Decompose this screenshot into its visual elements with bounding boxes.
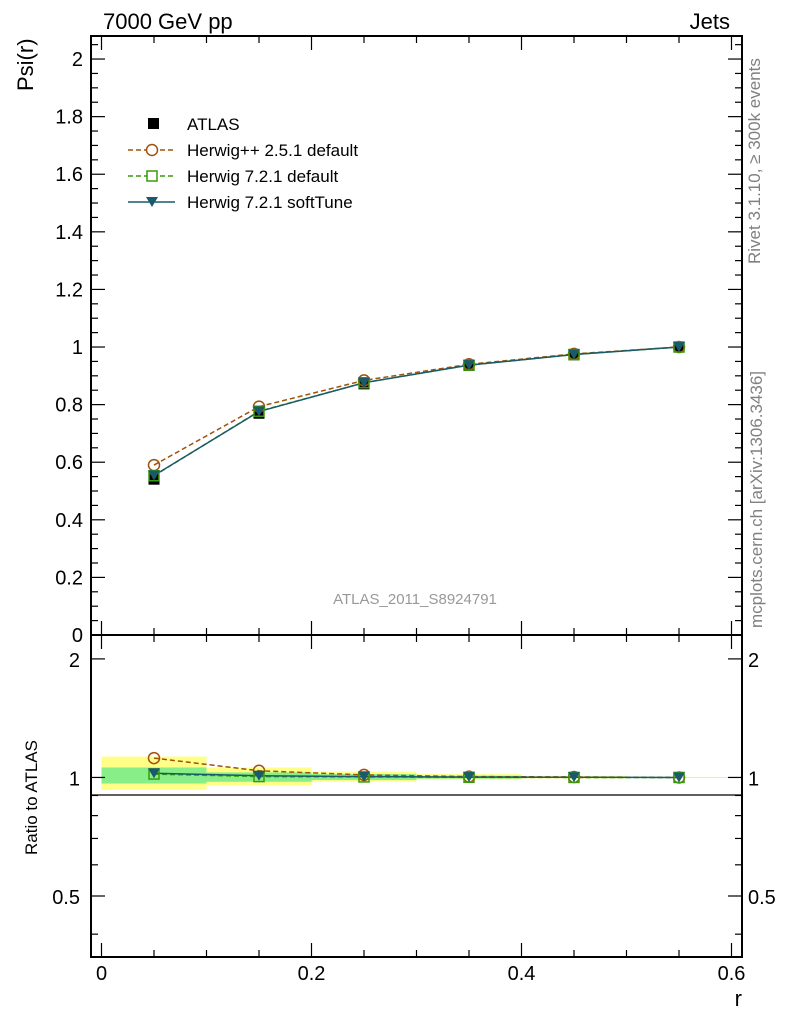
ratio-ytick-label: 1 [69,768,80,790]
legend-marker-herwig721 [146,170,158,182]
ratio-point-softtune [148,768,160,779]
main-ytick-label: 0.4 [55,510,83,532]
main-point-softtune [463,360,475,371]
analysis-id-label: ATLAS_2011_S8924791 [333,591,497,608]
ratio-ytick-label: 2 [69,650,80,672]
main-ytick-label: 1.4 [55,222,83,244]
ratio-point-softtune [568,772,580,783]
main-ytick-label: 0.8 [55,395,83,417]
ratio-point-softtune [673,772,685,783]
ratio-frame [90,634,743,958]
legend-label-herwig721: Herwig 7.2.1 default [187,167,338,186]
legend-entry-softtune: Herwig 7.2.1 softTune [128,193,353,212]
ratio-panel: 0.5 0.5 1 1 2 2 0 0.2 0.4 0.6 Ratio to ATLAS r [22,634,776,1011]
ratio-xtick-label: 0.6 [718,963,746,985]
legend-label-herwigpp: Herwig++ 2.5.1 default [187,141,358,160]
legend-marker-herwigpp [145,143,159,157]
main-markers [147,340,686,485]
ratio-ytick-label: 0.5 [52,887,80,909]
ratio-series-line-herwigpp [153,757,680,779]
main-point-softtune [673,342,685,353]
main-point-softtune [148,470,160,481]
ratio-point-herwigpp [147,751,161,765]
main-curves [153,346,680,477]
ratio-point-softtune [253,770,265,781]
legend-entry-herwigpp: Herwig++ 2.5.1 default [128,141,358,160]
main-ytick-label: 2 [72,49,83,71]
ratio-curves [153,757,680,779]
main-ticks: 0 0.2 0.4 0.6 0.8 1 1.2 1.4 1.6 1.8 2 [55,36,742,647]
mcplots-label: mcplots.cern.ch [arXiv:1306.3436] [747,371,766,628]
x-axis-label: r [735,986,742,1011]
main-ytick-label: 1.6 [55,164,83,186]
main-point-softtune [253,406,265,417]
ratio-ytick-label-right: 1 [748,768,759,790]
rivet-version-label: Rivet 3.1.10, ≥ 300k events [745,58,764,264]
legend-label-atlas: ATLAS [187,115,240,134]
main-point-softtune [358,377,370,388]
plot-header-left: 7000 GeV pp [103,9,233,34]
legend-marker-atlas [148,118,159,129]
ratio-point-softtune [358,771,370,782]
legend-entry-herwig721: Herwig 7.2.1 default [128,167,338,186]
main-ytick-label: 0.6 [55,452,83,474]
main-ytick-label: 0.2 [55,567,83,589]
ratio-ytick-label-right: 2 [748,650,759,672]
ratio-point-softtune [463,772,475,783]
ratio-xtick-label: 0.4 [508,963,536,985]
main-ytick-label: 1.2 [55,279,83,301]
ratio-xtick-label: 0.2 [298,963,326,985]
main-ytick-label: 1.8 [55,107,83,129]
ratio-y-axis-label: Ratio to ATLAS [22,740,41,855]
legend-marker-softtune [146,197,158,207]
main-y-axis-label: Psi(r) [13,38,38,91]
ratio-ticks: 0.5 0.5 1 1 2 2 0 0.2 0.4 0.6 [52,635,776,985]
legend: ATLAS Herwig++ 2.5.1 default Herwig 7.2.… [128,115,358,212]
plot-header-right: Jets [690,9,730,34]
legend-entry-atlas: ATLAS [148,115,240,134]
main-point-softtune [568,349,580,360]
main-series-line-softtune [153,346,680,477]
legend-label-softtune: Herwig 7.2.1 softTune [187,193,353,212]
main-ytick-label: 0 [72,625,83,647]
ratio-ytick-label-right: 0.5 [748,887,776,909]
ratio-markers [147,751,686,784]
main-ytick-label: 1 [72,337,83,359]
ratio-xtick-label: 0 [96,963,107,985]
ratio-series-line-softtune [153,772,680,779]
